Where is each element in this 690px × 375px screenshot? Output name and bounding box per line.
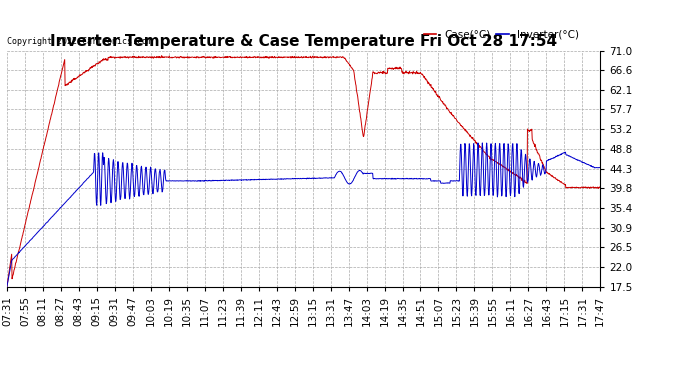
Text: Copyright 2022 Cartronics.com: Copyright 2022 Cartronics.com bbox=[7, 37, 152, 46]
Title: Inverter Temperature & Case Temperature Fri Oct 28 17:54: Inverter Temperature & Case Temperature … bbox=[50, 34, 557, 50]
Legend: Case(°C), Inverter(°C): Case(°C), Inverter(°C) bbox=[420, 25, 583, 44]
